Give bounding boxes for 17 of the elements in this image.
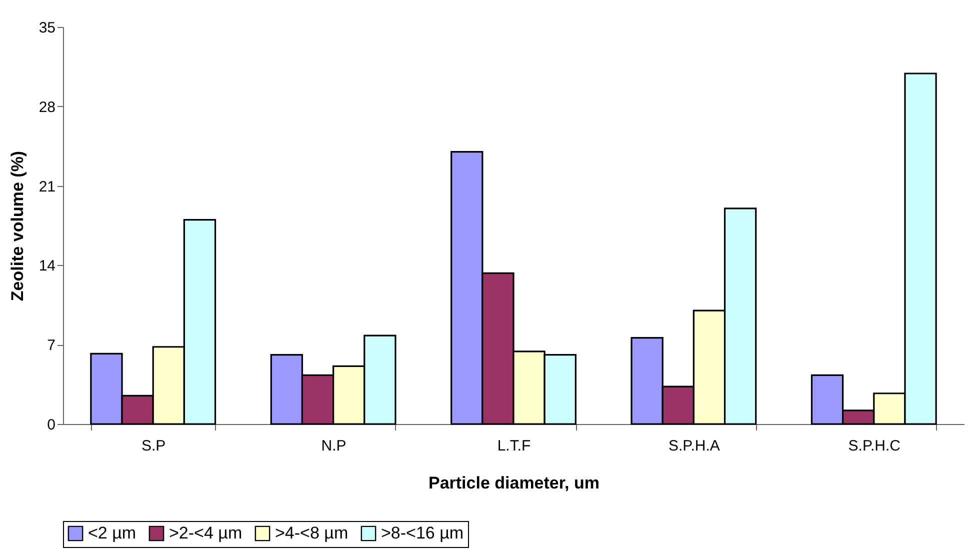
x-tick-label: S.P.H.A [668,438,720,454]
legend-label: >8-<16 µm [381,524,464,543]
y-tick-label: 0 [47,416,56,434]
y-tick-label: 14 [38,258,56,275]
x-tick-label: S.P.H.C [848,438,901,454]
x-tick-label: N.P [321,438,346,454]
legend-label: >4-<8 µm [275,524,348,543]
x-tick-label: S.P [142,438,166,454]
y-tick-label: 21 [38,178,56,196]
y-tick-label: 7 [47,337,56,354]
legend-label: <2 µm [88,524,136,543]
x-tick-label: L.T.F [497,438,531,454]
legend-label: >2-<4 µm [169,524,242,543]
x-axis-title: Particle diameter, um [428,474,600,492]
y-tick-label: 28 [38,98,56,116]
y-axis-title: Zeolite volume (%) [8,150,27,302]
y-tick-label: 35 [38,20,56,36]
